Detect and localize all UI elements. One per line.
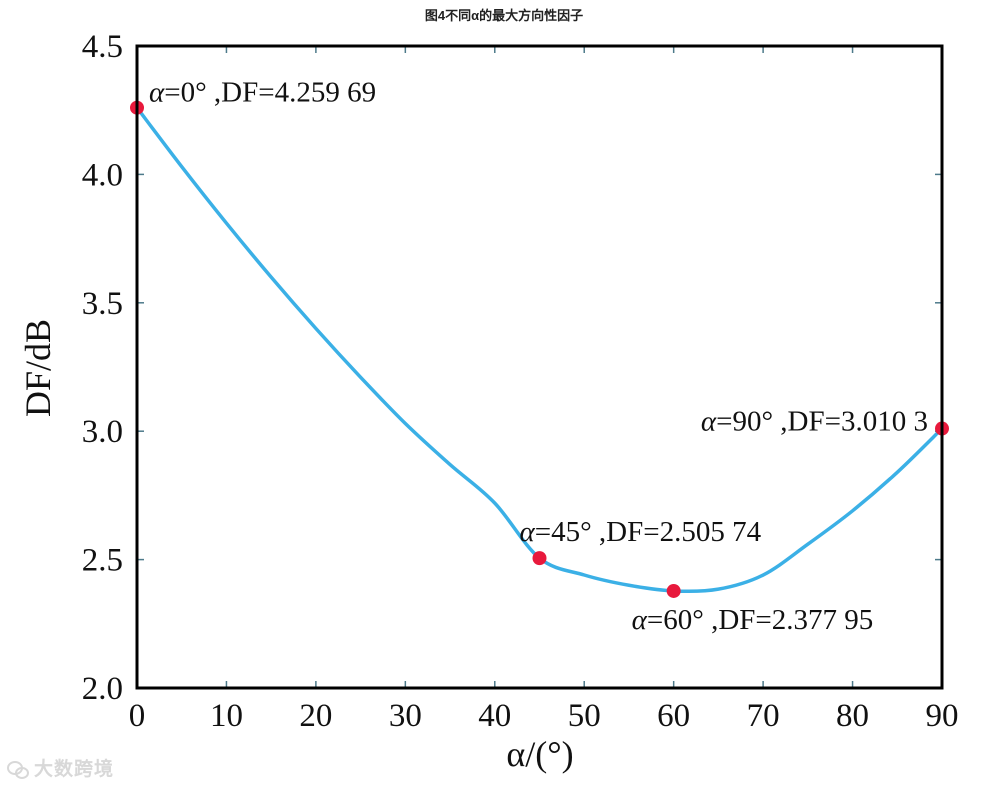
data-point-label: α=60° ,DF=2.377 95 bbox=[632, 604, 874, 636]
y-tick-label: 3.5 bbox=[82, 286, 123, 322]
x-tick-label: 40 bbox=[478, 698, 511, 734]
y-tick-label: 2.5 bbox=[82, 543, 123, 579]
x-tick-label: 70 bbox=[747, 698, 780, 734]
x-tick-label: 20 bbox=[299, 698, 332, 734]
watermark-text: 大数跨境 bbox=[34, 759, 115, 780]
data-point-marker bbox=[666, 583, 681, 598]
df-curve bbox=[135, 106, 944, 594]
x-tick-label: 10 bbox=[210, 698, 243, 734]
tick-labels: 0 10 20 30 40 50 60 70 80 90 2.0 2.5 3.0 3.5 4.0 4.5 bbox=[82, 29, 959, 734]
data-point-label: α=90° ,DF=3.010 3 bbox=[701, 406, 928, 438]
x-tick-label: 90 bbox=[926, 698, 959, 734]
x-tick-label: 60 bbox=[657, 698, 690, 734]
y-tick-label: 2.0 bbox=[82, 671, 123, 707]
data-point-marker bbox=[532, 551, 547, 566]
data-annotations: α=0° ,DF=4.259 69 α=45° ,DF=2.505 74 α=60°… bbox=[149, 77, 928, 636]
data-markers bbox=[130, 100, 949, 598]
figure-title: 图4不同α的最大方向性因子 bbox=[425, 8, 583, 23]
y-axis-title: DF/dB bbox=[18, 319, 58, 417]
y-tick-label: 4.5 bbox=[82, 29, 123, 65]
data-point-label: α=0° ,DF=4.259 69 bbox=[149, 77, 376, 109]
x-tick-label: 30 bbox=[389, 698, 422, 734]
x-tick-label: 50 bbox=[568, 698, 601, 734]
x-tick-label: 80 bbox=[836, 698, 869, 734]
y-tick-label: 3.0 bbox=[82, 414, 123, 450]
x-tick-label: 0 bbox=[129, 698, 146, 734]
y-tick-label: 4.0 bbox=[82, 157, 123, 193]
watermark: 大数跨境 bbox=[6, 754, 114, 782]
plot-frame bbox=[135, 44, 944, 690]
wechat-icon bbox=[7, 760, 29, 779]
x-axis-title: α/(°) bbox=[506, 734, 573, 774]
data-point-label: α=45° ,DF=2.505 74 bbox=[520, 516, 762, 548]
axis-ticks bbox=[136, 45, 943, 689]
